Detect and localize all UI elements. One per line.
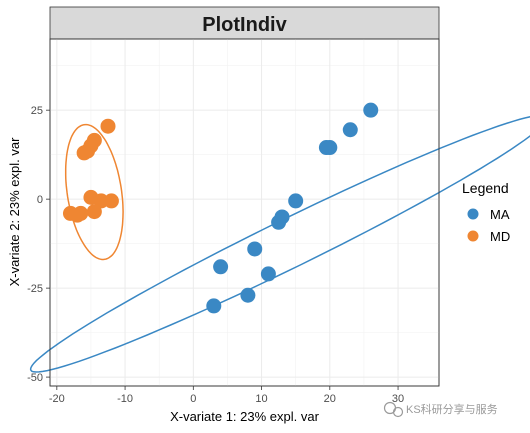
legend: Legend MA MD — [462, 180, 510, 244]
y-tick-label: 0 — [37, 194, 43, 206]
legend-label-md: MD — [490, 229, 510, 244]
chart-title: PlotIndiv — [202, 14, 287, 36]
y-tick-label: -25 — [27, 283, 43, 295]
watermark-text: KS科研分享与服务 — [406, 402, 498, 416]
title-strip — [49, 6, 440, 40]
x-tick-label: 0 — [190, 393, 196, 405]
y-tick-label: 25 — [31, 105, 43, 117]
legend-key-md — [467, 230, 479, 242]
point-ma — [271, 214, 287, 230]
point-ma — [213, 259, 229, 275]
point-ma — [206, 298, 222, 314]
watermark: KS科研分享与服务 — [383, 401, 498, 418]
plot-panel — [49, 38, 440, 387]
point-ma — [240, 287, 256, 303]
x-tick-label: 30 — [392, 393, 404, 405]
point-ma — [363, 102, 379, 118]
point-md — [69, 207, 85, 223]
ellipse-ma — [29, 116, 530, 373]
x-axis-title: X-variate 1: 23% expl. var — [170, 409, 320, 424]
plot-panel-border — [49, 38, 440, 387]
x-tick-label: 10 — [255, 393, 267, 405]
x-tick-label: -20 — [49, 393, 65, 405]
x-tick-label: -10 — [117, 393, 133, 405]
point-ma — [288, 193, 304, 209]
confidence-ellipses — [29, 116, 530, 373]
wechat-logo-icon — [383, 401, 404, 418]
point-ma — [342, 122, 358, 138]
point-ma — [322, 140, 338, 156]
point-md — [86, 204, 102, 220]
grid-lines — [50, 39, 439, 386]
y-axis-title: X-variate 2: 23% expl. var — [7, 137, 22, 287]
legend-label-ma: MA — [490, 207, 510, 222]
legend-title: Legend — [462, 180, 509, 196]
point-ma — [247, 241, 263, 257]
ellipse-md — [64, 123, 124, 261]
legend-key-ma — [467, 208, 479, 220]
point-md — [100, 118, 116, 134]
point-ma — [260, 266, 276, 282]
axis-ticks: -20 -10 0 10 20 30 -50 -25 0 25 — [27, 105, 404, 405]
y-tick-label: -50 — [27, 372, 43, 384]
x-tick-label: 20 — [324, 393, 336, 405]
point-md — [76, 145, 92, 161]
point-md — [103, 193, 119, 209]
data-points — [62, 102, 379, 314]
